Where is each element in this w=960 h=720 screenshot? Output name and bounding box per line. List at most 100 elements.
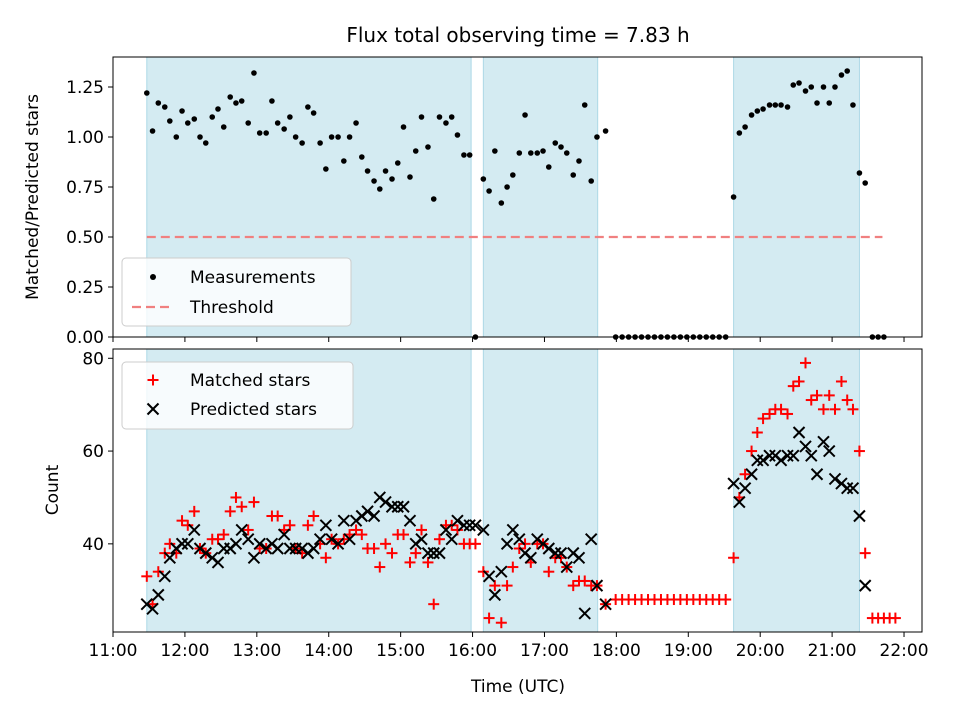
measurement-point [576, 158, 582, 164]
bottom-axes-frame [112, 348, 923, 633]
matched-star-point [302, 519, 314, 531]
measurement-point [461, 152, 467, 158]
measurement-point [448, 114, 455, 120]
measurement-point [305, 104, 311, 110]
x-tick-label: 16:00 [448, 641, 497, 661]
predicted-star-point [271, 542, 284, 555]
y-tick-label: 1.00 [66, 128, 104, 148]
legend-measurements-label: Measurements [190, 268, 316, 288]
y-tick-label: 0.00 [66, 328, 104, 348]
measurement-point [522, 112, 528, 118]
predicted-star-point [229, 537, 243, 551]
matched-star-point [308, 510, 320, 522]
matched-star-point [248, 496, 260, 508]
predicted-star-point [253, 537, 266, 551]
matched-star-point [507, 561, 519, 573]
predicted-star-point [846, 481, 860, 495]
predicted-star-point [578, 607, 591, 620]
matched-star-point [433, 533, 445, 545]
legend-threshold-label: Threshold [189, 298, 274, 318]
predicted-star-point [343, 533, 356, 546]
matched-star-point [793, 375, 805, 387]
measurement-point [335, 134, 341, 140]
matched-star-point [374, 561, 386, 573]
predicted-star-point [524, 551, 538, 564]
measurement-point [155, 100, 162, 106]
matched-star-point [236, 501, 248, 513]
measurement-point [238, 98, 245, 104]
measurement-point [376, 186, 383, 192]
measurement-point [802, 88, 809, 94]
predicted-star-point [805, 449, 818, 462]
measurement-point [353, 120, 359, 126]
predicted-star-point [488, 588, 502, 602]
predicted-star-point [241, 533, 255, 546]
measurement-point [563, 150, 570, 156]
matched-star-point [182, 519, 194, 531]
x-tick-label: 11:00 [89, 641, 138, 661]
matched-star-point [859, 547, 871, 559]
measurement-point [790, 82, 797, 88]
bottom-legend-box [121, 361, 354, 430]
measurement-point [287, 114, 293, 120]
measurement-point [588, 178, 595, 184]
matched-star-point [218, 529, 230, 541]
measurement-point [772, 102, 779, 108]
measurement-point [407, 174, 413, 180]
measurement-point [754, 108, 761, 114]
top-axes-frame [112, 56, 923, 338]
matched-star-point [787, 380, 799, 392]
y-tick-label: 0.75 [66, 178, 104, 198]
measurement-point [269, 98, 275, 104]
predicted-stars-points [140, 426, 872, 620]
predicted-star-point [331, 537, 345, 551]
matched-star-point [176, 515, 188, 527]
measurement-point [328, 134, 335, 140]
measurement-point [856, 170, 863, 176]
predicted-star-point [163, 551, 177, 564]
predicted-star-point [175, 537, 189, 551]
matched-star-point [141, 570, 153, 582]
measurement-point [730, 194, 737, 200]
predicted-star-point [247, 551, 261, 564]
predicted-star-point [781, 449, 794, 462]
observing-window-band [733, 56, 860, 338]
matched-star-point [489, 580, 501, 592]
measurement-point [161, 104, 168, 110]
legend-x-glyph [146, 402, 160, 416]
matched-star-point [320, 552, 332, 564]
legend-matched-marker [147, 374, 159, 386]
predicted-star-point [858, 579, 872, 592]
predicted-star-point [500, 537, 514, 551]
predicted-star-point [513, 533, 526, 546]
measurement-point [443, 120, 449, 126]
predicted-star-point [810, 468, 824, 481]
predicted-star-point [158, 570, 171, 583]
measurement-point [594, 134, 600, 140]
bottom-x-ticks: 11:00 12:00 13:00 14:00 15:00 16:00 17:00 18:00… [89, 632, 929, 661]
matched-star-point [817, 403, 829, 415]
measurement-point [778, 102, 784, 108]
predicted-star-point [792, 426, 806, 439]
matched-star-point [242, 524, 254, 536]
predicted-star-point [199, 546, 212, 560]
matched-star-point [415, 524, 427, 536]
measurement-point [430, 196, 437, 202]
predicted-star-point [853, 509, 866, 523]
measurement-point [540, 148, 546, 154]
matched-star-point [739, 468, 751, 480]
measurement-point [317, 140, 323, 146]
measurement-point [558, 144, 564, 150]
legend-measurements-marker [150, 274, 156, 280]
predicted-star-point [403, 514, 417, 527]
measurement-point [256, 130, 263, 136]
predicted-star-point [313, 533, 327, 546]
predicted-star-point [727, 477, 740, 490]
measurement-point [143, 90, 150, 96]
predicted-star-point [469, 519, 482, 532]
measurement-point [454, 132, 461, 138]
predicted-star-point [361, 505, 374, 518]
matched-star-point [841, 394, 853, 406]
matched-star-point [751, 427, 763, 439]
matched-star-point [579, 575, 591, 587]
